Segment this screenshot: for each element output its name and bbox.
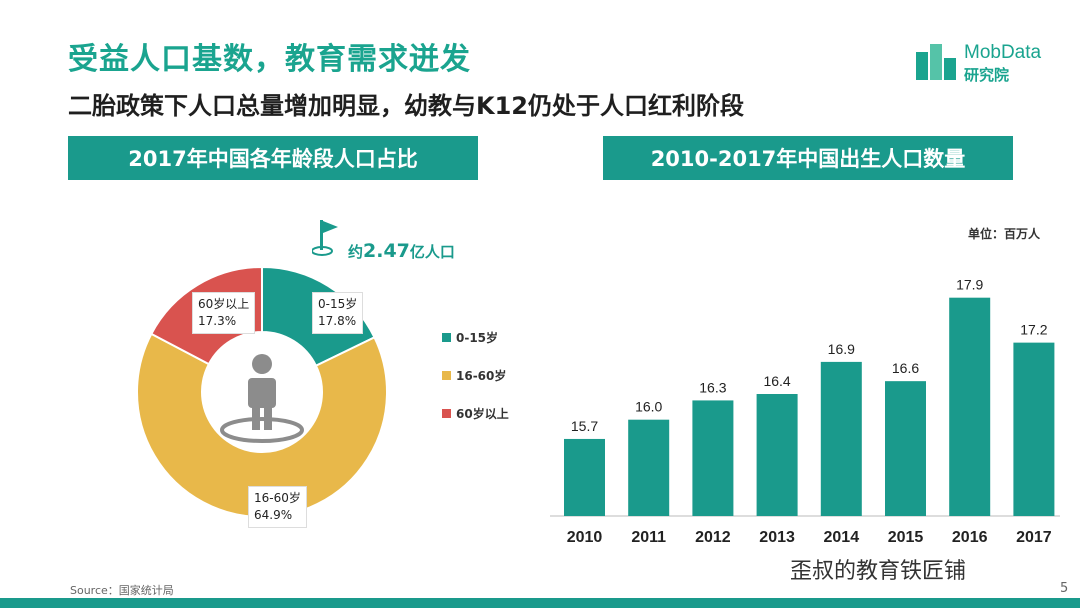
legend-label: 16-60岁 [456, 368, 507, 383]
bar-value-label: 16.4 [763, 373, 790, 389]
brand-logo: MobData 研究院 [914, 40, 1054, 84]
mobdata-logo-icon [916, 44, 956, 80]
legend-label: 0-15岁 [456, 330, 499, 345]
pie-slice [136, 332, 388, 518]
bar [949, 297, 991, 516]
chart-unit: 单位：百万人 [968, 227, 1041, 241]
donut-legend: 0-15岁 16-60岁 60岁以上 [442, 330, 509, 444]
slice-label-pct: 64.9% [254, 508, 293, 522]
legend-item: 0-15岁 [442, 330, 509, 345]
slice-label-name: 0-15岁 [318, 297, 358, 311]
slice-label-name: 16-60岁 [254, 491, 301, 505]
bar [692, 400, 734, 516]
brand-subtitle: 研究院 [964, 66, 1010, 84]
bar [1013, 342, 1055, 516]
legend-swatch [442, 370, 451, 380]
bar [628, 419, 670, 516]
bar-value-label: 15.7 [571, 418, 598, 434]
watermark: 歪叔的教育铁匠铺 [790, 559, 967, 584]
bar [564, 438, 605, 516]
brand-name: MobData [964, 42, 1042, 63]
bar [756, 394, 798, 516]
bottom-band [0, 598, 1080, 608]
left-panel-header: 2017年中国各年龄段人口占比 [68, 136, 478, 180]
bar [885, 381, 926, 516]
legend-swatch [442, 408, 451, 418]
slice-label-0-15: 0-15岁 17.8% [312, 292, 364, 334]
slice-label-16-60: 16-60岁 64.9% [248, 486, 307, 528]
total-suffix: 亿人口 [409, 243, 455, 261]
x-tick-label: 2013 [759, 529, 795, 546]
page-number: 5 [1060, 581, 1069, 596]
legend-item: 16-60岁 [442, 368, 509, 383]
bar-value-label: 16.0 [635, 399, 662, 415]
total-prefix: 约 [348, 243, 364, 261]
source-note: Source：国家统计局 [70, 584, 174, 597]
x-tick-label: 2015 [888, 529, 924, 546]
x-tick-label: 2010 [567, 529, 603, 546]
x-tick-label: 2012 [695, 529, 731, 546]
flag-icon [312, 220, 338, 256]
slice-label-name: 60岁以上 [198, 297, 250, 311]
bar [820, 361, 862, 516]
bar-value-label: 17.2 [1020, 322, 1047, 338]
page-subtitle: 二胎政策下人口总量增加明显，幼教与K12仍处于人口红利阶段 [68, 92, 744, 120]
page-title: 受益人口基数，教育需求迸发 [68, 42, 471, 77]
bar-value-label: 16.3 [699, 379, 726, 395]
slice-label-pct: 17.8% [318, 314, 357, 328]
x-tick-label: 2017 [1016, 529, 1052, 546]
x-tick-label: 2011 [631, 529, 666, 546]
legend-item: 60岁以上 [442, 406, 509, 421]
right-panel-header: 2010-2017年中国出生人口数量 [603, 136, 1013, 180]
x-tick-label: 2016 [952, 529, 988, 546]
total-population: 约2.47亿人口 [348, 240, 455, 262]
bar-value-label: 17.9 [956, 277, 983, 293]
total-value: 2.47 [363, 240, 410, 262]
person-icon [220, 354, 304, 443]
births-bar-chart: 15.7 2010 16.0 2011 16.3 2012 16.4 2013 16.9 2014… [550, 277, 1060, 546]
legend-label: 60岁以上 [456, 406, 509, 421]
bar-value-label: 16.9 [828, 341, 855, 357]
legend-swatch [442, 332, 451, 342]
slice-label-60-plus: 60岁以上 17.3% [192, 292, 256, 334]
bar-value-label: 16.6 [892, 360, 919, 376]
x-tick-label: 2014 [824, 529, 860, 546]
slice-label-pct: 17.3% [198, 314, 237, 328]
